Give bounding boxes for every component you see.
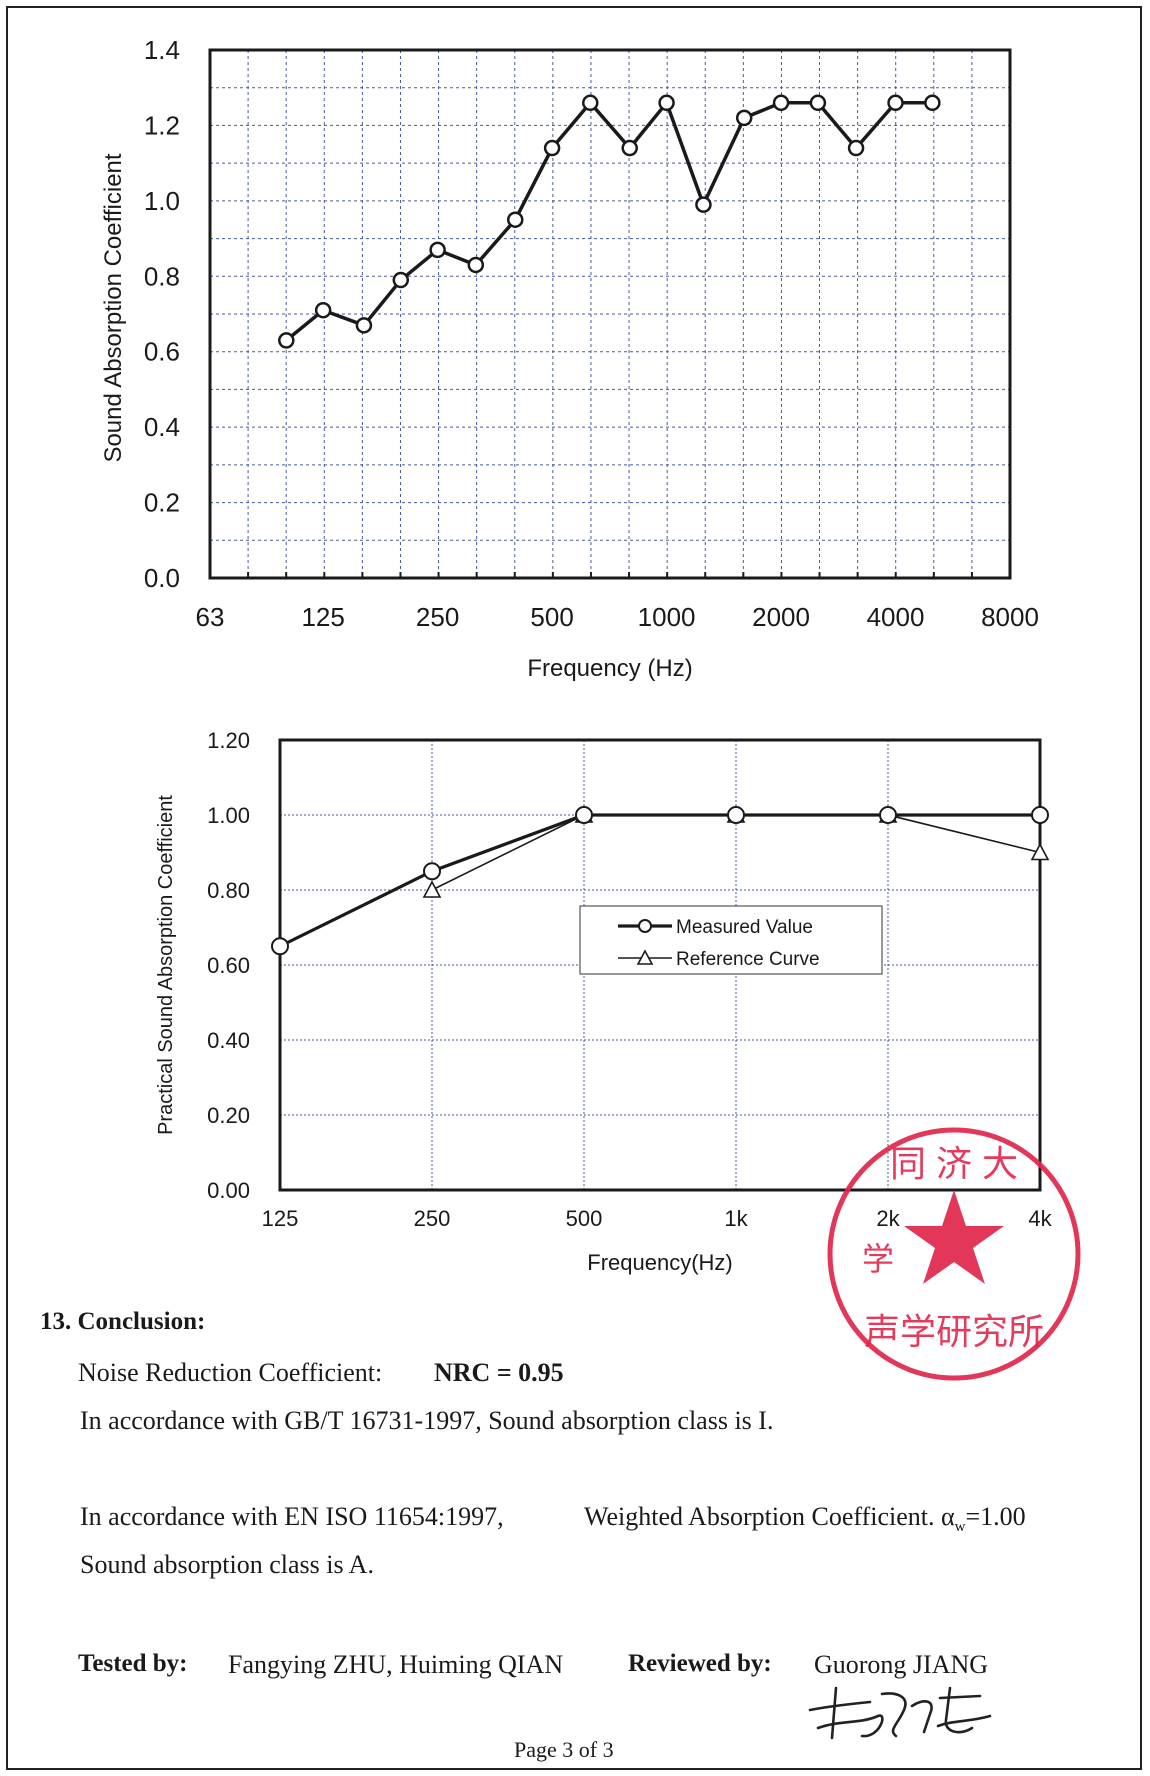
- data-point: [887, 94, 904, 112]
- x-axis-label: Frequency (Hz): [527, 655, 692, 682]
- nrc-label: Noise Reduction Coefficient:: [78, 1358, 383, 1387]
- y-tick-label: 1.2: [144, 110, 180, 140]
- x-tick-label: 125: [301, 602, 344, 632]
- y-tick-label: 0.6: [144, 337, 180, 367]
- x-tick-label: 63: [196, 602, 225, 632]
- page-frame: [6, 6, 1142, 1770]
- x-tick-label: 500: [530, 602, 573, 632]
- y-tick-label: 0.8: [144, 261, 180, 291]
- institute-seal: 同 济 大 学 声学研究所: [827, 1127, 1081, 1381]
- series-line: [285, 101, 933, 342]
- data-point: [621, 139, 638, 157]
- data-point: [658, 94, 675, 112]
- x-tick-label: 1k: [724, 1206, 748, 1231]
- y-tick-label: 0.2: [144, 488, 180, 518]
- alpha-subscript: w: [954, 1519, 966, 1536]
- x-tick-label: 1000: [638, 602, 696, 632]
- y-axis-label: Sound Absorption Coefficient: [100, 153, 127, 462]
- measured-value-point: [1031, 806, 1049, 824]
- x-tick-label: 8000: [981, 602, 1039, 632]
- x-tick-label: 125: [262, 1206, 299, 1231]
- measured-value-line: [279, 813, 1040, 948]
- reference-curve-point: [1030, 842, 1050, 861]
- plot-frame: [278, 738, 1042, 1192]
- svg-text:声学研究所: 声学研究所: [864, 1311, 1044, 1352]
- tested-by-names: Fangying ZHU, Huiming QIAN: [228, 1650, 564, 1679]
- legend-measured-marker: [638, 919, 652, 933]
- data-point: [278, 332, 295, 349]
- y-axis-label: Practical Sound Absorption Coefficient: [155, 795, 177, 1135]
- y-tick-label: 1.20: [207, 728, 250, 753]
- x-tick-label: 2k: [876, 1206, 900, 1231]
- data-point: [772, 94, 790, 112]
- iso-class-line: Sound absorption class is A.: [80, 1550, 374, 1579]
- conclusion-heading: 13. Conclusion:: [40, 1308, 206, 1335]
- weighted-coefficient-line: Weighted Absorption Coefficient. αw=1.00: [584, 1502, 1026, 1536]
- data-point: [507, 211, 524, 228]
- data-point: [429, 241, 446, 259]
- seal-star: [904, 1190, 1004, 1284]
- y-tick-label: 1.4: [144, 35, 180, 65]
- gb-standard-line: In accordance with GB/T 16731-1997, Soun…: [80, 1406, 774, 1435]
- weighted-coefficient-label: Weighted Absorption Coefficient.: [584, 1502, 935, 1531]
- x-axis-label: Frequency(Hz): [587, 1250, 732, 1275]
- legend-reference-label: Reference Curve: [676, 949, 820, 970]
- y-tick-label: 0.00: [207, 1178, 250, 1203]
- data-point: [467, 256, 485, 274]
- absorption-coefficient-chart: 0.0 0.2 0.4 0.6 0.8 1.0 1.2 1.4 63 125 250 500 1000 2…: [100, 35, 1039, 682]
- reviewed-by-name: Guorong JIANG: [814, 1650, 989, 1679]
- y-tick-label: 0.60: [207, 953, 250, 978]
- legend-reference-marker: [636, 949, 654, 965]
- measured-value-point: [271, 937, 289, 956]
- data-point: [735, 109, 753, 127]
- plot-frame: [208, 48, 1012, 580]
- practical-absorption-chart: 0.00 0.20 0.40 0.60 0.80 1.00 1.20 125 250 500 1k 2…: [155, 728, 1053, 1275]
- alpha-symbol: α: [941, 1502, 955, 1531]
- reviewer-signature: [808, 1686, 992, 1740]
- nrc-value: NRC = 0.95: [434, 1358, 564, 1387]
- svg-text:学: 学: [862, 1241, 894, 1277]
- measured-value-point: [879, 806, 897, 824]
- reviewed-by-label: Reviewed by:: [628, 1650, 772, 1677]
- data-point: [582, 94, 599, 112]
- iso-standard-line-a: In accordance with EN ISO 11654:1997,: [80, 1502, 504, 1531]
- measured-value-point: [423, 862, 441, 881]
- data-point: [314, 301, 332, 319]
- y-tick-label: 0.80: [207, 878, 250, 903]
- x-tick-label: 250: [414, 1206, 451, 1231]
- measured-value-point: [575, 806, 593, 824]
- svg-text:同 济 大: 同 济 大: [890, 1143, 1018, 1184]
- y-tick-label: 0.20: [207, 1103, 250, 1128]
- y-tick-label: 0.0: [144, 563, 180, 593]
- data-point: [392, 271, 410, 289]
- y-tick-label: 1.0: [144, 186, 180, 216]
- x-tick-label: 500: [566, 1206, 603, 1231]
- data-point: [847, 139, 865, 157]
- data-point: [809, 94, 827, 112]
- alpha-value: =1.00: [965, 1502, 1026, 1531]
- y-tick-label: 0.4: [144, 412, 180, 442]
- y-tick-label: 1.00: [207, 803, 250, 828]
- x-tick-label: 2000: [752, 602, 810, 632]
- page-number: Page 3 of 3: [514, 1737, 614, 1762]
- legend-box: [579, 905, 883, 975]
- data-point: [695, 196, 712, 213]
- data-point: [355, 317, 373, 334]
- reference-curve-point: [422, 880, 442, 898]
- x-tick-label: 250: [416, 602, 459, 632]
- measured-value-point: [727, 806, 745, 824]
- tested-by-label: Tested by:: [78, 1650, 188, 1677]
- legend-measured-label: Measured Value: [676, 917, 813, 938]
- y-tick-label: 0.40: [207, 1028, 250, 1053]
- x-tick-label: 4k: [1028, 1206, 1052, 1231]
- data-point: [543, 139, 561, 157]
- x-tick-label: 4000: [867, 602, 925, 632]
- data-point: [924, 94, 941, 112]
